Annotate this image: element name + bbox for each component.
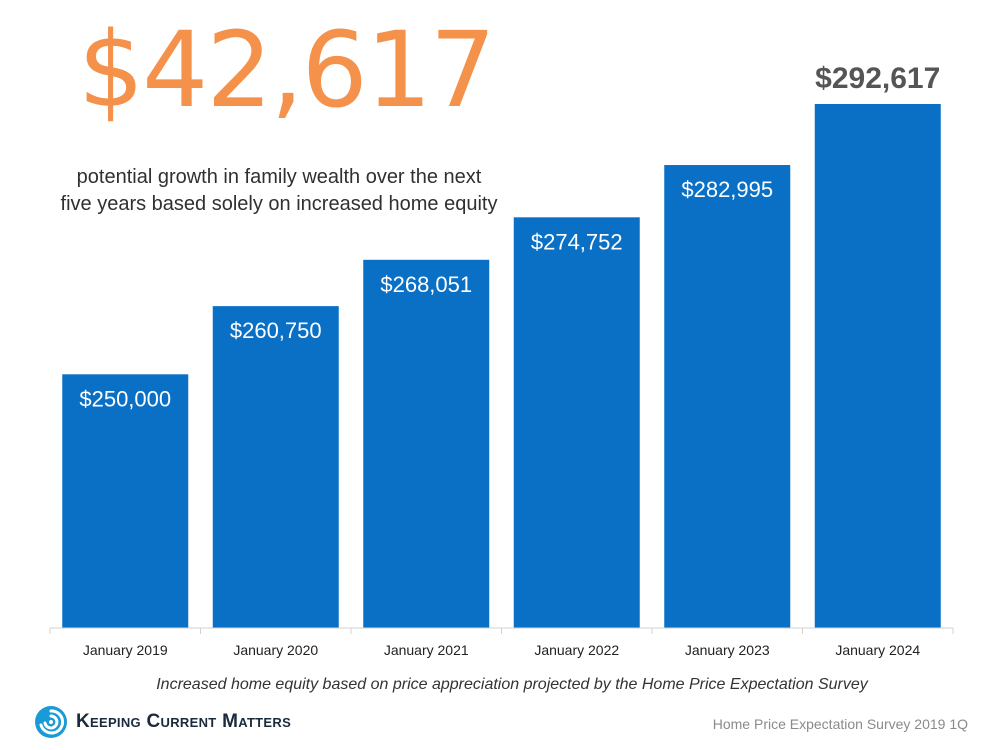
- bar-value-label-4: $274,752: [531, 229, 623, 254]
- headline-caption-line1: potential growth in family wealth over t…: [76, 166, 482, 188]
- bar-value-label-1: $250,000: [79, 386, 171, 411]
- x-tick-label-5: January 2023: [685, 642, 770, 658]
- bar-2: [212, 306, 339, 628]
- x-tick-label-4: January 2022: [534, 642, 619, 658]
- bar-1: [62, 374, 189, 628]
- x-axis: January 2019 January 2020 January 2021 Janu…: [49, 627, 954, 658]
- bar-3: [363, 259, 490, 628]
- headline-caption-line2: five years based solely on increased hom…: [60, 193, 498, 215]
- bar-labels-group: $250,000 $260,750 $268,051 $274,752 $282,995…: [79, 62, 940, 411]
- bar-5: [664, 165, 791, 629]
- x-tick-label-2: January 2020: [233, 642, 318, 658]
- bar-value-label-3: $268,051: [380, 272, 472, 297]
- x-tick-label-3: January 2021: [384, 642, 469, 658]
- x-tick-label-1: January 2019: [83, 642, 168, 658]
- bar-value-label-6: $292,617: [815, 62, 940, 95]
- chart-caption: Increased home equity based on price app…: [156, 676, 868, 693]
- bar-value-label-2: $260,750: [230, 318, 322, 343]
- source-note: Home Price Expectation Survey 2019 1Q: [712, 716, 968, 732]
- x-tick-label-6: January 2024: [835, 642, 920, 658]
- bar-6: [814, 104, 941, 628]
- headline-caption: potential growth in family wealth over t…: [40, 164, 518, 218]
- swirl-logo-icon: [34, 705, 68, 739]
- bar-value-label-5: $282,995: [681, 177, 773, 202]
- brand-name: Keeping Current Matters: [76, 711, 292, 732]
- bar-4: [513, 217, 640, 628]
- brand-logo: Keeping Current Matters: [34, 704, 291, 740]
- bars-group: [62, 104, 941, 629]
- headline-value: $42,617: [78, 9, 496, 131]
